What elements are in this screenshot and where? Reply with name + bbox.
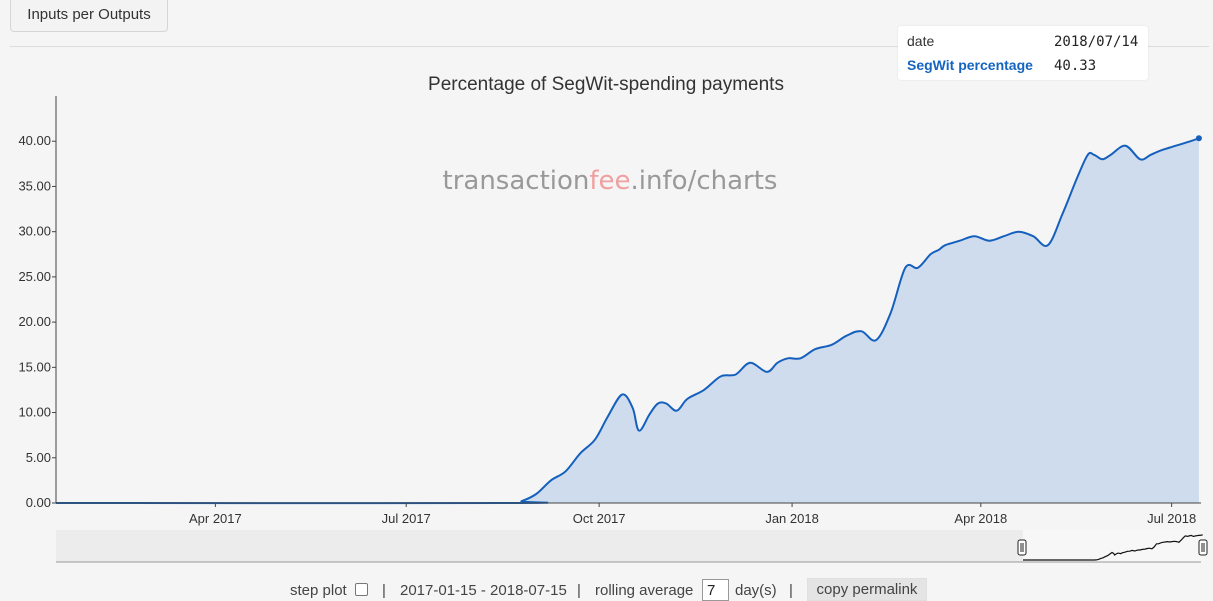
y-tick-label: 10.00: [18, 405, 51, 420]
legend-date-label: date: [907, 33, 935, 49]
watermark: transactionfee.info/charts: [443, 166, 778, 196]
range-selector[interactable]: [56, 530, 1208, 563]
range-selector-overview-line: [1023, 534, 1203, 561]
y-tick-label: 25.00: [18, 269, 51, 284]
rolling-average-label: rolling average: [595, 582, 694, 599]
range-selector-background[interactable]: [56, 530, 1201, 562]
chart-title: Percentage of SegWit-spending payments: [428, 74, 784, 95]
range-handle-left[interactable]: [1017, 539, 1027, 556]
legend-series-label: SegWit percentage: [907, 57, 1033, 73]
x-tick-label: Jan 2018: [765, 511, 819, 526]
axes: 0.00 5.00 10.00 15.00 20.00 25.00 30.00 35.00 40…: [18, 96, 1201, 526]
inputs-per-outputs-tab-label: Inputs per Outputs: [27, 6, 151, 23]
series-line[interactable]: [55, 137, 1200, 505]
range-handle-body[interactable]: [1198, 539, 1208, 556]
x-tick-label: Jul 2017: [382, 511, 431, 526]
legend-series-value: 40.33: [1054, 58, 1097, 74]
watermark-part3: .info/charts: [631, 166, 778, 196]
y-tick-label: 20.00: [18, 314, 51, 329]
rolling-average-input[interactable]: 7: [702, 579, 729, 601]
step-plot-label: step plot: [290, 582, 347, 599]
legend-date-value: 2018/07/14: [1054, 34, 1139, 50]
y-tick-label: 5.00: [26, 450, 51, 465]
watermark-part2: fee: [589, 166, 630, 196]
separator-3: |: [789, 582, 793, 599]
y-tick-label: 15.00: [18, 359, 51, 374]
copy-permalink-button[interactable]: copy permalink: [807, 578, 927, 601]
range-selector-window[interactable]: [1023, 530, 1204, 562]
step-plot-checkbox[interactable]: [355, 583, 368, 596]
series-area-fill: [56, 138, 1199, 504]
copy-permalink-label: copy permalink: [816, 581, 918, 598]
hover-legend: date 2018/07/14 SegWit percentage 40.33: [898, 26, 1148, 80]
inputs-per-outputs-tab[interactable]: Inputs per Outputs: [10, 0, 168, 32]
y-tick-label: 30.00: [18, 224, 51, 239]
x-tick-label: Oct 2017: [573, 511, 626, 526]
y-tick-label: 0.00: [26, 495, 51, 510]
x-tick-label: Apr 2017: [189, 511, 242, 526]
highlight-point[interactable]: [1195, 135, 1202, 142]
y-tick-label: 35.00: [18, 178, 51, 193]
plot-area[interactable]: [55, 135, 1202, 505]
rolling-unit-label: day(s): [735, 582, 777, 599]
separator-2: |: [577, 582, 581, 599]
controls-bar: step plot | 2017-01-15 - 2018-07-15 | ro…: [0, 578, 1213, 601]
watermark-part1: transaction: [443, 166, 590, 196]
range-handle-right[interactable]: [1198, 539, 1208, 556]
date-range-text: 2017-01-15 - 2018-07-15: [400, 582, 567, 599]
x-tick-label: Apr 2018: [954, 511, 1007, 526]
header-divider: [10, 46, 1209, 47]
range-handle-body[interactable]: [1017, 539, 1027, 556]
separator-1: |: [382, 582, 386, 599]
y-tick-label: 40.00: [18, 133, 51, 148]
x-tick-label: Jul 2018: [1147, 511, 1196, 526]
